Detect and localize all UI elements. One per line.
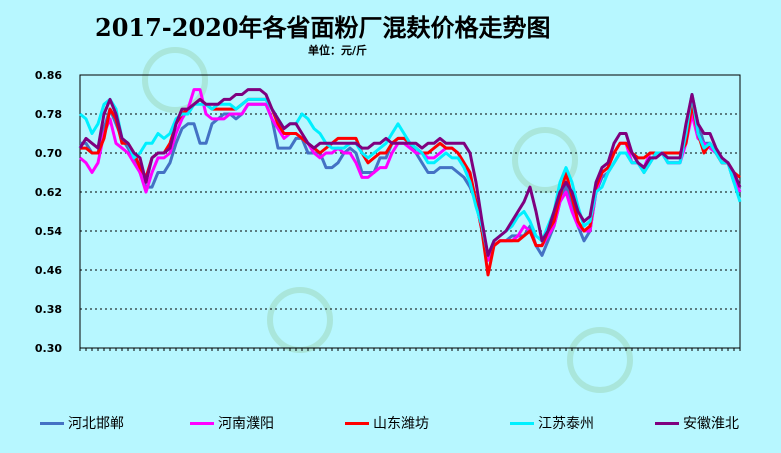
legend-item: 江苏泰州 — [510, 413, 594, 433]
legend-label: 安徽淮北 — [683, 416, 739, 432]
legend-swatch — [345, 421, 369, 425]
watermark-logo — [512, 127, 578, 193]
y-tick-label: 0.70 — [35, 147, 62, 160]
y-tick-label: 0.46 — [35, 264, 62, 277]
watermark-logo — [267, 287, 333, 353]
series-line-河南濮阳 — [79, 88, 742, 262]
chart-title: 2017-2020年各省面粉厂混麸价格走势图 — [95, 13, 551, 42]
legend-swatch — [655, 421, 679, 425]
y-tick-label: 0.86 — [35, 69, 62, 82]
y-tick-label: 0.78 — [35, 108, 62, 121]
y-tick-label: 0.54 — [35, 225, 62, 238]
chart-unit-label: 单位：元/斤 — [308, 44, 368, 57]
series-lines — [78, 88, 742, 277]
watermark-layer — [142, 47, 633, 393]
legend-swatch — [40, 421, 64, 425]
watermark-logo — [567, 327, 633, 393]
legend-label: 山东潍坊 — [373, 416, 429, 432]
series-line-安徽淮北 — [78, 88, 742, 257]
y-tick-label: 0.62 — [35, 186, 62, 199]
legend-item: 安徽淮北 — [655, 413, 739, 433]
legend-item: 河南濮阳 — [190, 413, 274, 433]
y-tick-label: 0.38 — [35, 303, 62, 316]
legend-swatch — [190, 421, 214, 425]
legend-label: 河北邯郸 — [68, 416, 124, 432]
legend-label: 江苏泰州 — [538, 416, 594, 432]
y-tick-label: 0.30 — [35, 342, 62, 355]
legend-swatch — [510, 421, 534, 425]
legend-item: 河北邯郸 — [40, 413, 124, 433]
legend-label: 河南濮阳 — [218, 416, 274, 432]
chart-area: 0.86 0.78 0.70 0.62 0.54 0.46 0.38 0.30 — [35, 47, 742, 393]
x-axis-ticks — [79, 348, 741, 351]
legend-item: 山东潍坊 — [345, 413, 429, 433]
y-axis-ticks: 0.86 0.78 0.70 0.62 0.54 0.46 0.38 0.30 — [35, 69, 62, 355]
legend: 河北邯郸 河南濮阳 山东潍坊 江苏泰州 安徽淮北 — [0, 413, 781, 433]
watermark-logo — [142, 47, 208, 113]
